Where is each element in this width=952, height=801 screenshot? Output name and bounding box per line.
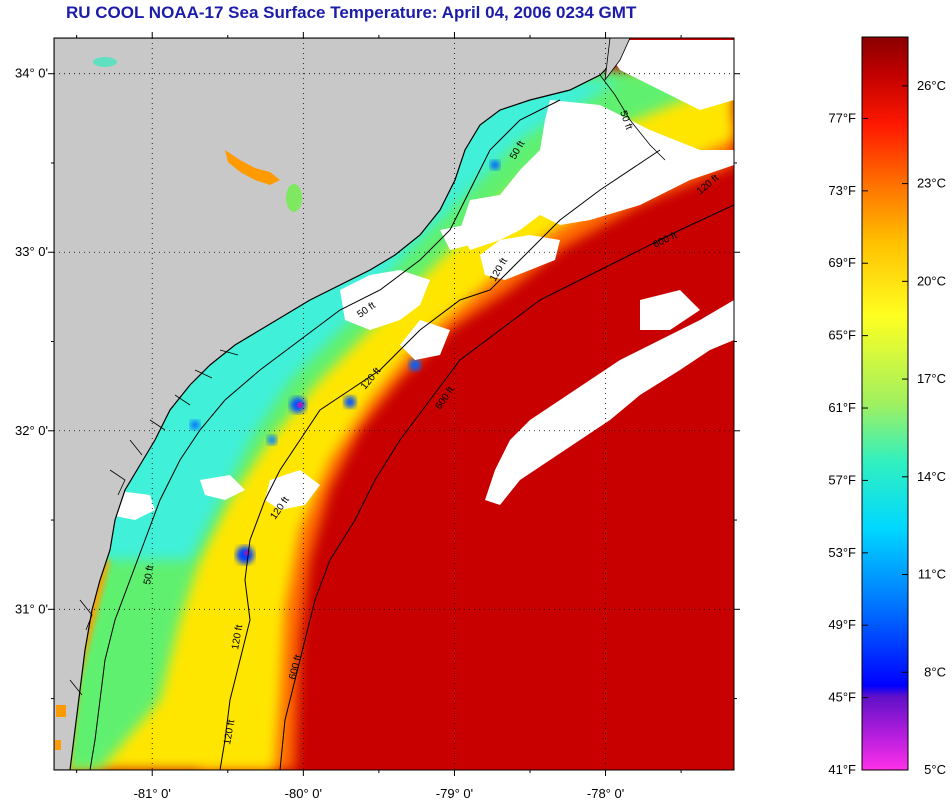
lon-tick-label: -80° 0': [285, 786, 322, 801]
map-frame: [53, 37, 735, 771]
fahrenheit-label: 49°F: [828, 617, 856, 632]
landmass: [54, 38, 631, 770]
celsius-label: 23°C: [917, 176, 946, 191]
cloud-cover: [110, 40, 734, 520]
fahrenheit-label: 65°F: [828, 328, 856, 343]
depth-contours: [89, 99, 734, 770]
graticule: [54, 38, 734, 770]
latitude-labels: 34° 0' 33° 0' 32° 0' 31° 0': [15, 66, 48, 617]
celsius-label: 11°C: [918, 567, 946, 582]
fahrenheit-label: 69°F: [828, 255, 856, 270]
colorbar-ticks: [862, 85, 908, 771]
fahrenheit-label: 53°F: [828, 545, 856, 560]
lat-tick-label: 34° 0': [15, 66, 48, 81]
fahrenheit-label: 77°F: [828, 110, 856, 125]
contour-label: 120 ft: [222, 719, 237, 746]
lat-tick-label: 31° 0': [15, 601, 48, 616]
longitude-labels: -81° 0' -80° 0' -79° 0' -78° 0': [134, 786, 625, 801]
axis-ticks: [48, 32, 740, 776]
contour-label: 120 ft: [230, 624, 245, 651]
cold-water-patches: [190, 160, 717, 564]
inland-warm-spots: [55, 150, 280, 750]
fahrenheit-label: 57°F: [828, 472, 856, 487]
fahrenheit-label: 45°F: [828, 690, 856, 705]
fahrenheit-label: 41°F: [828, 762, 856, 777]
celsius-labels: 26°C 23°C 20°C 17°C 14°C 11°C 8°C 5°C: [917, 78, 946, 777]
coastline-detail: [69, 74, 666, 696]
celsius-label: 8°C: [924, 664, 946, 679]
celsius-label: 17°C: [917, 371, 946, 386]
celsius-label: 5°C: [924, 762, 946, 777]
fahrenheit-label: 73°F: [828, 183, 856, 198]
inland-cool-spots: [93, 57, 302, 212]
fahrenheit-labels: 77°F 73°F 69°F 65°F 61°F 57°F 53°F 49°F …: [828, 110, 856, 777]
colorbar: 77°F 73°F 69°F 65°F 61°F 57°F 53°F 49°F …: [828, 36, 946, 777]
celsius-label: 20°C: [917, 273, 946, 288]
lat-tick-label: 33° 0': [15, 244, 48, 259]
celsius-label: 14°C: [917, 469, 946, 484]
lon-tick-label: -79° 0': [436, 786, 473, 801]
map-area: 50 ft 50 ft 120 ft 600 ft 120 ft 600 ft …: [54, 38, 734, 770]
map-title: RU COOL NOAA-17 Sea Surface Temperature:…: [66, 3, 637, 22]
colorbar-gradient: [861, 36, 909, 771]
fahrenheit-label: 61°F: [828, 400, 856, 415]
celsius-label: 26°C: [917, 78, 946, 93]
contour-label: 50 ft: [142, 564, 156, 585]
lon-tick-label: -78° 0': [587, 786, 624, 801]
lat-tick-label: 32° 0': [15, 423, 48, 438]
lon-tick-label: -81° 0': [134, 786, 171, 801]
